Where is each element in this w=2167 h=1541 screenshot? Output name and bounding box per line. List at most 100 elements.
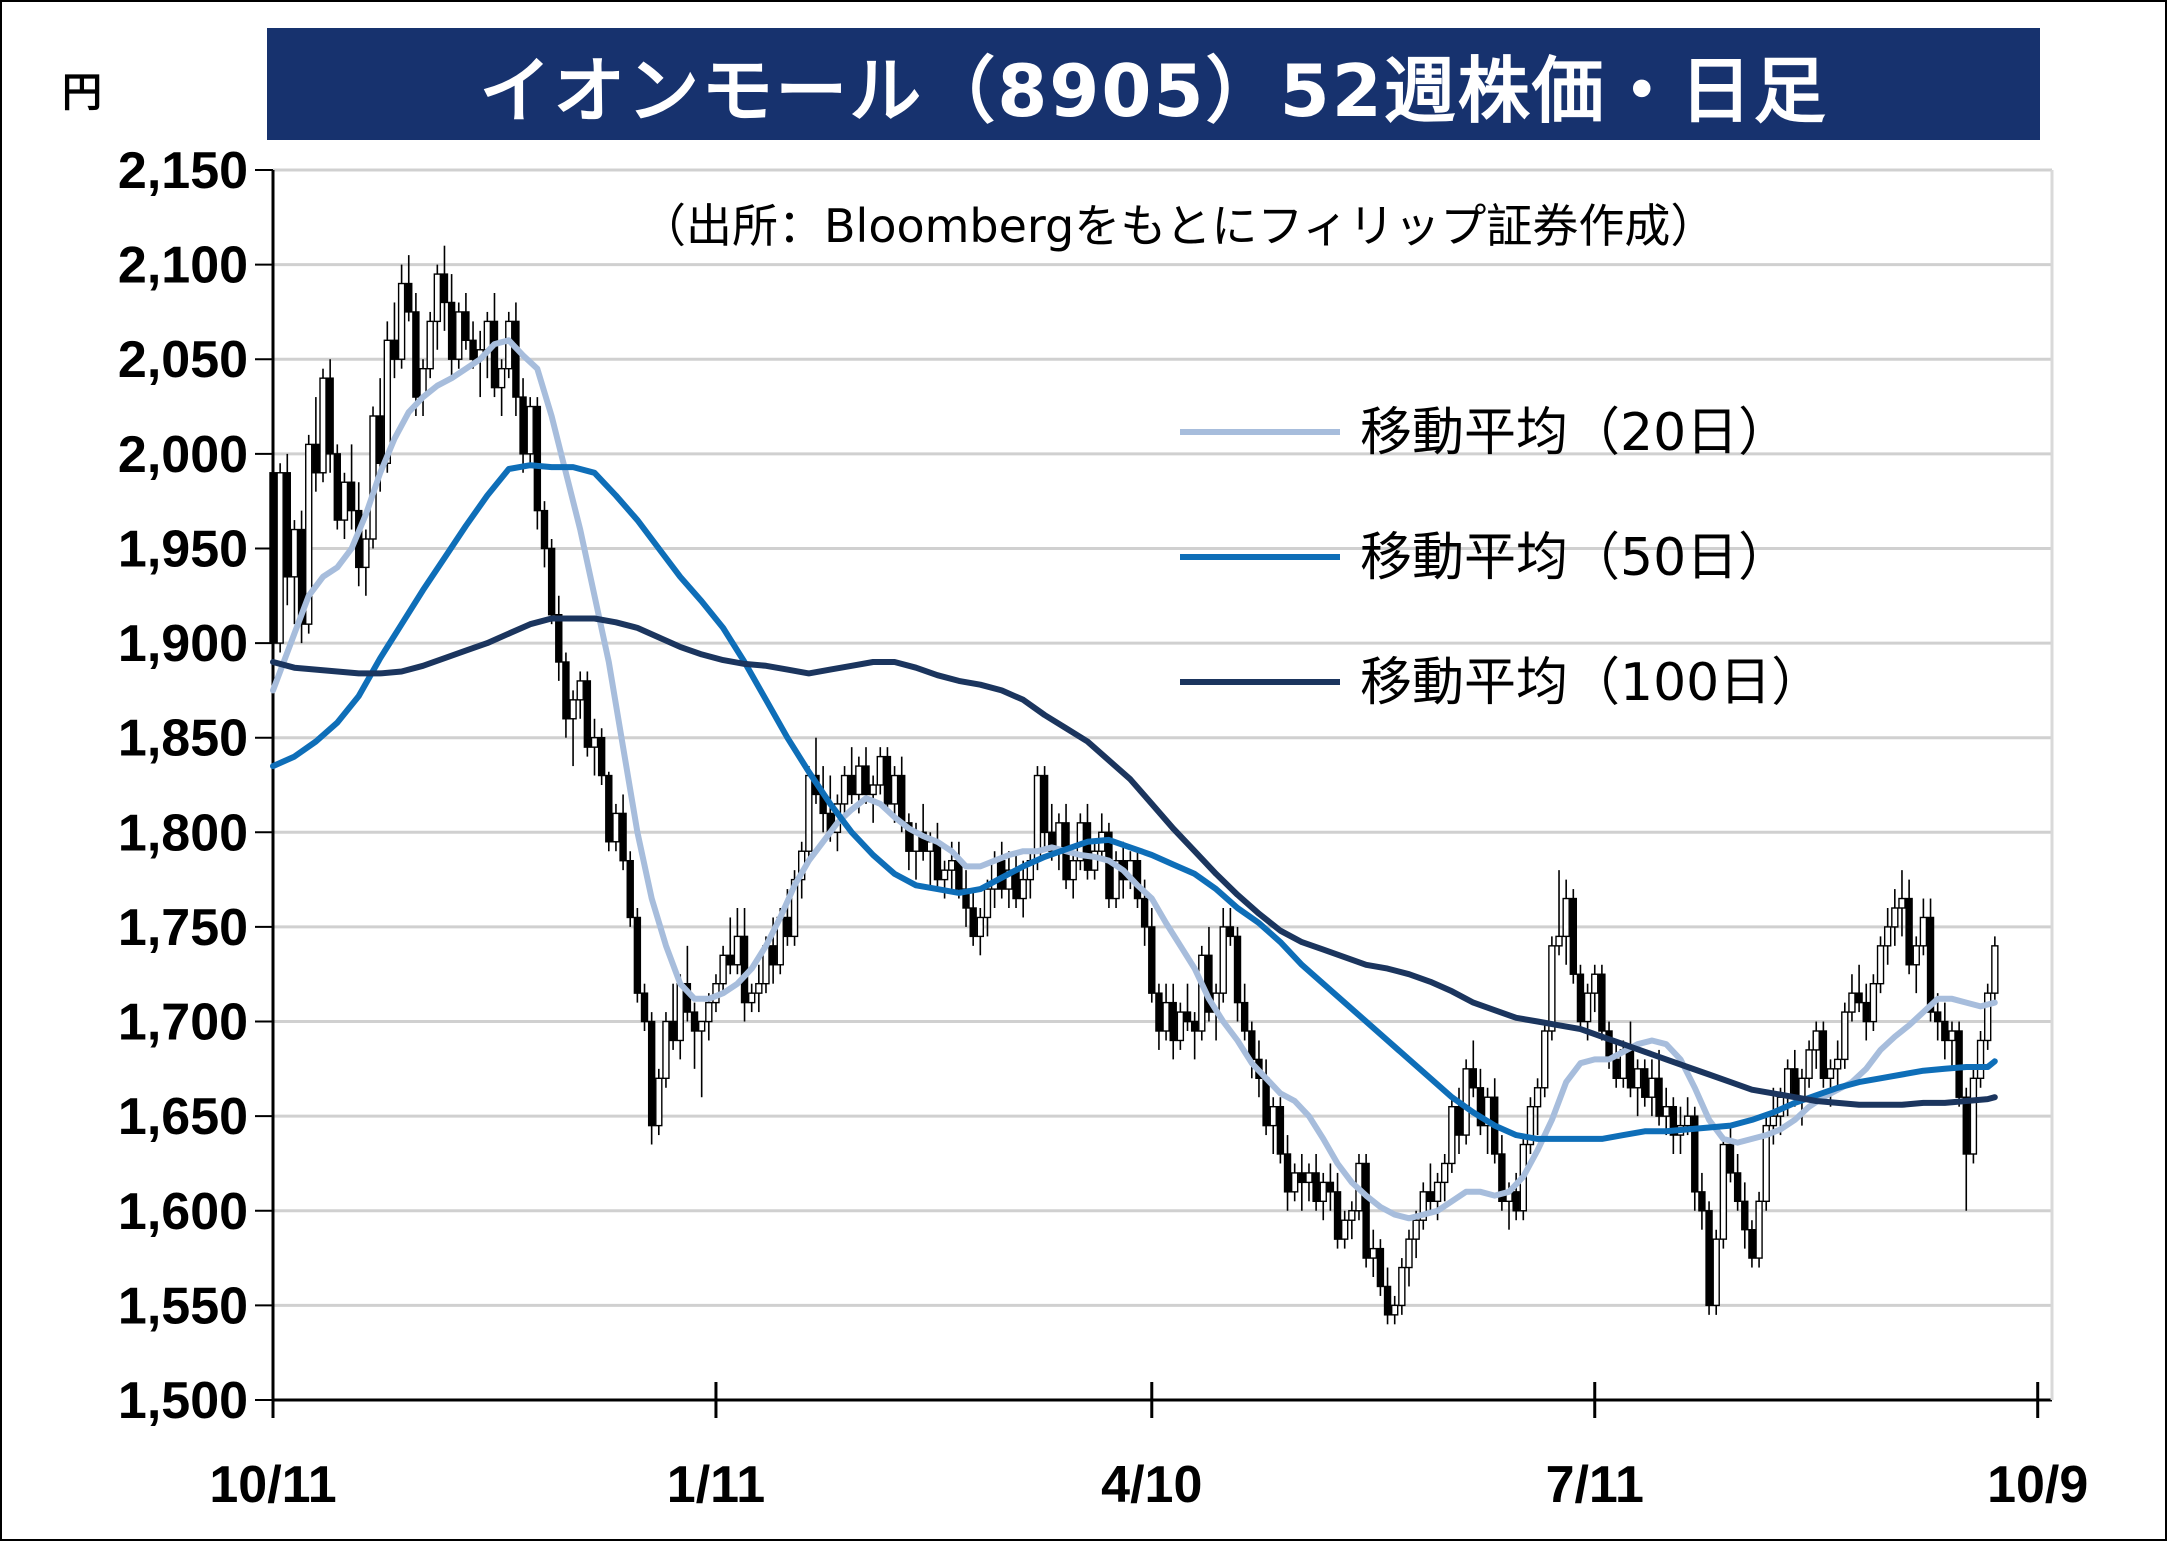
candle-body [1376, 1247, 1385, 1288]
x-tick-label: 1/11 [667, 1456, 765, 1514]
x-tick-label: 4/10 [1101, 1456, 1202, 1514]
candle-body [1348, 1210, 1356, 1221]
candle-body [1476, 1087, 1485, 1127]
title-banner: イオンモール（8905）52週株価・日足 [267, 28, 2040, 140]
candle-body [1562, 897, 1570, 938]
candle-body [1019, 878, 1027, 900]
candle-body [647, 1020, 656, 1127]
candle-body [1576, 973, 1585, 1023]
candle-body [1219, 926, 1227, 994]
y-tick-label: 2,100 [118, 237, 248, 295]
candle-body [662, 1020, 670, 1080]
candle-body [569, 699, 577, 720]
candle-body [983, 888, 992, 919]
candle-body [1398, 1266, 1406, 1307]
candle-body [1926, 916, 1935, 1013]
candle-body [283, 472, 291, 578]
candle-body [1312, 1172, 1320, 1203]
candle-body [1333, 1191, 1342, 1240]
candle-body [1569, 897, 1578, 975]
candle-body [926, 841, 935, 852]
candle-body [755, 982, 763, 994]
candle-body [1798, 1077, 1806, 1098]
candle-body [397, 282, 406, 360]
candle-body [898, 774, 906, 824]
candle-body [1319, 1181, 1327, 1203]
y-tick-label: 1,800 [118, 804, 248, 862]
candle-body [1712, 1238, 1720, 1307]
candle-body [1190, 1020, 1199, 1032]
candle-body [919, 831, 927, 852]
candle-body [1612, 1058, 1620, 1080]
candle-body [626, 859, 634, 919]
candle-body [533, 405, 542, 512]
candle-body [1326, 1181, 1335, 1193]
candle-body [1148, 926, 1156, 994]
candle-body [862, 765, 870, 796]
candle-body [1498, 1153, 1506, 1203]
y-tick-label: 1,550 [118, 1277, 248, 1335]
candle-body [590, 736, 599, 748]
candle-body [690, 1011, 699, 1032]
candle-body [405, 282, 413, 313]
x-tick-label: 7/11 [1546, 1456, 1644, 1514]
candle-body [697, 1020, 706, 1032]
candle-body [1426, 1191, 1435, 1203]
candle-body [1748, 1228, 1756, 1259]
candle-body [1340, 1219, 1349, 1240]
candle-body [1691, 1115, 1699, 1193]
candle-body [1991, 945, 1999, 994]
candle-body [547, 547, 556, 616]
candle-body [940, 869, 949, 881]
candle-body [1112, 859, 1120, 900]
candle-body [1040, 774, 1049, 834]
candle-body [1841, 1011, 1849, 1061]
candle-body [733, 935, 742, 966]
candle-body [1283, 1153, 1292, 1193]
x-tick-label: 10/11 [209, 1456, 336, 1514]
y-axis-unit: 円 [62, 70, 102, 116]
candle-body [1833, 1058, 1842, 1070]
candle-body [455, 311, 463, 360]
source-note: （出所：Bloombergをもとにフィリップ証券作成） [640, 199, 1717, 253]
candle-body [1669, 1105, 1678, 1136]
y-tick-label: 1,700 [118, 994, 248, 1052]
candle-body [1390, 1304, 1399, 1316]
candle-body [876, 755, 884, 786]
candle-body [1683, 1115, 1692, 1127]
candle-body [512, 320, 520, 398]
candle-body [1383, 1285, 1392, 1316]
y-tick-label: 1,900 [118, 615, 248, 673]
candle-body [1555, 935, 1563, 947]
candle-body [1883, 926, 1892, 947]
y-tick-label: 1,650 [118, 1088, 248, 1146]
candle-body [869, 784, 877, 796]
candle-body [1862, 1001, 1870, 1023]
candle-body [1483, 1096, 1492, 1127]
candle-body [497, 367, 506, 389]
candle-body [347, 481, 356, 512]
candle-body [1591, 973, 1599, 994]
candle-body [612, 812, 620, 843]
candle-body [1169, 1001, 1177, 1042]
candle-body [462, 311, 470, 342]
candle-body [933, 841, 942, 881]
candle-body [1755, 1200, 1763, 1259]
candle-body [297, 528, 306, 625]
candle-body [1919, 916, 1928, 947]
candle-body [583, 680, 592, 748]
candle-body [340, 481, 349, 521]
candle-body [1412, 1219, 1420, 1240]
candle-body [905, 822, 913, 852]
candle-body [1741, 1200, 1749, 1231]
candle-body [369, 415, 377, 540]
candle-body [597, 736, 606, 777]
y-tick-label: 1,950 [118, 520, 248, 578]
candle-body [1269, 1105, 1277, 1127]
candle-body [740, 935, 749, 1004]
candle-body [1548, 945, 1556, 1032]
x-tick-label: 10/9 [1987, 1456, 2088, 1514]
candle-body [1855, 992, 1863, 1004]
candle-body [319, 377, 327, 474]
candle-body [1941, 1020, 1949, 1042]
